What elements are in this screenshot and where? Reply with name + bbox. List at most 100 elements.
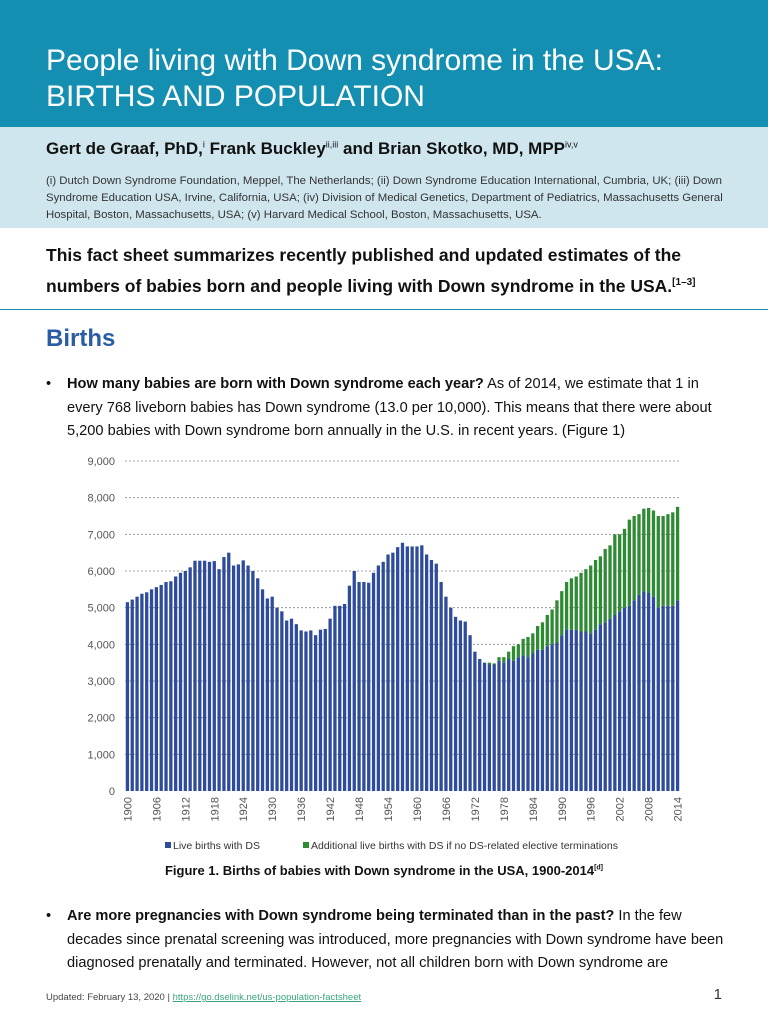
bar-live-births-2002 <box>618 611 622 791</box>
bullet-question: How many babies are born with Down syndr… <box>67 376 484 392</box>
bullet-answer: In the few decades since prenatal screen… <box>67 908 724 971</box>
bar-additional-births-2000 <box>608 545 612 619</box>
title-line-2: BIRTHS AND POPULATION <box>46 80 425 113</box>
summary-text: This fact sheet summarizes recently publ… <box>46 245 682 296</box>
author-list: Gert de Graaf, PhD,i Frank Buckleyii,iii… <box>46 139 578 159</box>
bar-additional-births-1999 <box>603 549 607 623</box>
bar-live-births-1906 <box>154 587 159 791</box>
y-tick-label: 2,000 <box>87 713 115 725</box>
legend-label-additional: Additional live births with DS if no DS-… <box>311 840 618 852</box>
x-tick-label: 2014 <box>673 797 685 821</box>
bar-additional-births-1993 <box>574 576 578 630</box>
bar-live-births-1935 <box>294 624 298 791</box>
bar-additional-births-1991 <box>564 582 569 630</box>
bar-live-births-1908 <box>164 582 168 791</box>
bar-live-births-1968 <box>453 616 458 791</box>
bar-additional-births-1994 <box>579 572 583 632</box>
bar-live-births-1963 <box>429 560 434 791</box>
bar-live-births-1992 <box>569 629 574 791</box>
bar-additional-births-1987 <box>545 615 549 647</box>
bar-additional-births-1977 <box>497 657 501 661</box>
author-2: Frank Buckley <box>209 139 326 158</box>
footer: Updated: February 13, 2020 | https://go.… <box>46 992 361 1003</box>
x-tick-label: 1990 <box>557 797 569 821</box>
title-line-1: People living with Down syndrome in the … <box>46 44 663 77</box>
bar-live-births-2010 <box>656 607 660 791</box>
bar-live-births-1928 <box>260 589 265 791</box>
bar-live-births-1953 <box>381 561 385 791</box>
bar-additional-births-2003 <box>622 528 627 608</box>
legend-swatch-additional <box>303 842 309 848</box>
bar-live-births-1922 <box>231 565 236 791</box>
author-1-sup: i <box>202 139 205 150</box>
author-2-sup: ii,iii <box>325 139 339 150</box>
figure-caption: Figure 1. Births of babies with Down syn… <box>0 863 768 878</box>
bar-live-births-1918 <box>212 561 216 791</box>
y-tick-label: 0 <box>109 786 115 798</box>
bar-live-births-1986 <box>540 649 545 791</box>
author-3: and Brian Skotko, MD, MPP <box>343 139 566 158</box>
bar-live-births-1978 <box>502 662 506 791</box>
bar-live-births-1950 <box>367 582 371 791</box>
bar-live-births-2001 <box>613 615 617 791</box>
bar-live-births-2009 <box>651 596 656 791</box>
x-tick-label: 1954 <box>383 797 395 821</box>
bar-live-births-1962 <box>424 554 429 791</box>
bar-live-births-1995 <box>584 631 588 791</box>
bar-live-births-1934 <box>289 618 294 791</box>
x-tick-label: 1996 <box>586 797 598 821</box>
bar-additional-births-2011 <box>661 516 665 606</box>
bar-live-births-1969 <box>458 620 463 791</box>
bar-live-births-2000 <box>608 618 612 791</box>
summary: This fact sheet summarizes recently publ… <box>46 242 746 300</box>
bar-live-births-1945 <box>342 604 347 791</box>
bar-additional-births-1996 <box>589 565 593 634</box>
bar-live-births-1900 <box>125 602 130 791</box>
bar-live-births-1903 <box>140 593 144 791</box>
affiliations: (i) Dutch Down Syndrome Foundation, Mepp… <box>46 175 723 221</box>
bar-live-births-1993 <box>574 629 578 791</box>
bar-live-births-1974 <box>482 662 487 791</box>
bar-live-births-1990 <box>560 635 564 791</box>
x-tick-label: 1918 <box>209 797 221 821</box>
bar-live-births-1933 <box>285 620 289 791</box>
bar-additional-births-1989 <box>555 600 559 643</box>
x-tick-label: 1972 <box>470 797 482 821</box>
bar-live-births-2008 <box>646 593 651 791</box>
bullet-births-per-year: • How many babies are born with Down syn… <box>46 373 726 444</box>
bar-live-births-1926 <box>251 571 255 791</box>
bar-live-births-1991 <box>564 629 569 791</box>
bar-additional-births-1979 <box>507 651 511 659</box>
bar-live-births-1911 <box>178 572 183 791</box>
bar-live-births-1960 <box>415 546 419 791</box>
bar-live-births-1920 <box>222 557 226 791</box>
factsheet-link[interactable]: https://go.dselink.net/us-population-fac… <box>172 992 362 1003</box>
bar-live-births-1936 <box>299 630 303 791</box>
y-tick-label: 1,000 <box>87 749 115 761</box>
bar-live-births-1983 <box>526 657 530 791</box>
bar-live-births-1973 <box>478 659 482 791</box>
y-tick-label: 8,000 <box>87 493 115 505</box>
bar-additional-births-2010 <box>656 516 660 608</box>
bar-additional-births-1990 <box>560 591 564 636</box>
bar-live-births-2005 <box>632 600 636 791</box>
bar-live-births-1910 <box>174 576 178 791</box>
bar-live-births-1924 <box>241 560 245 791</box>
author-3-sup: iv,v <box>565 139 578 150</box>
x-tick-label: 1936 <box>296 797 308 821</box>
bar-live-births-2006 <box>637 594 641 791</box>
bar-live-births-1989 <box>555 642 559 791</box>
bar-live-births-1985 <box>535 649 540 791</box>
bar-additional-births-1975 <box>487 662 492 665</box>
divider <box>0 309 768 310</box>
bar-live-births-1923 <box>236 564 241 791</box>
bar-live-births-1938 <box>309 630 313 791</box>
bar-live-births-1976 <box>492 664 496 791</box>
caption-text: Figure 1. Births of babies with Down syn… <box>164 863 595 878</box>
bar-live-births-2014 <box>675 600 680 791</box>
bar-live-births-1999 <box>603 622 607 791</box>
bar-additional-births-1986 <box>540 622 545 650</box>
bar-live-births-1997 <box>593 629 598 791</box>
bar-additional-births-2007 <box>642 508 646 592</box>
bar-additional-births-2014 <box>675 506 680 601</box>
